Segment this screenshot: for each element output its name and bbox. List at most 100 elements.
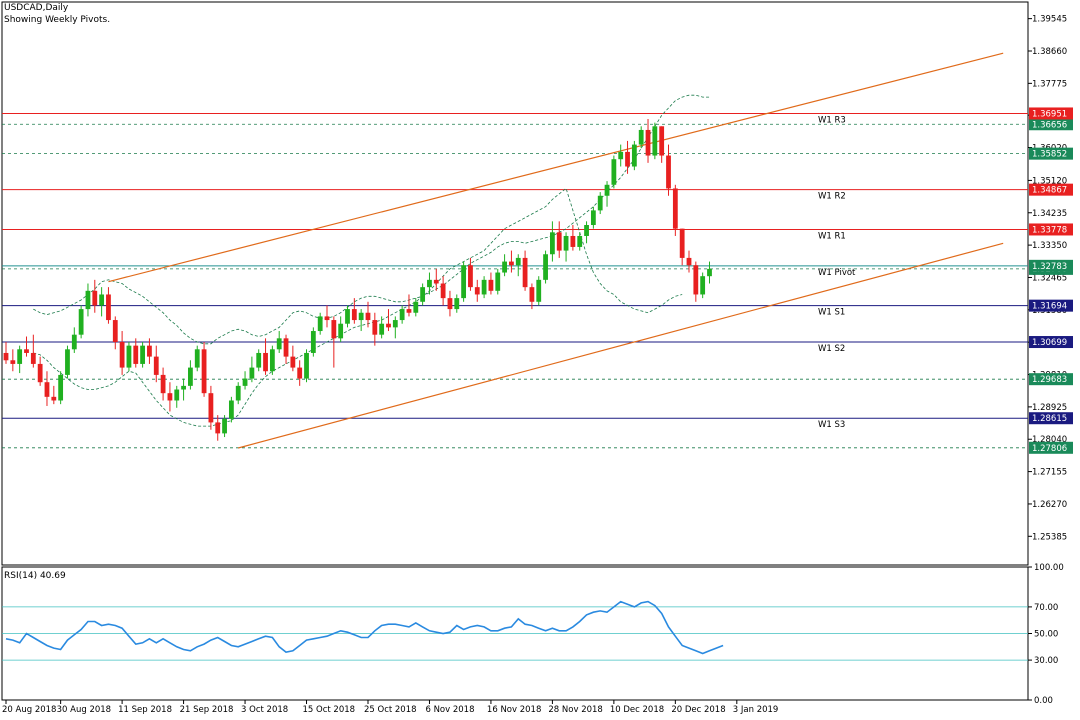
candle-body [126, 345, 132, 368]
price-axis-label: 1.37775 [1032, 79, 1067, 89]
dashed-level-tag-value: 1.29683 [1032, 375, 1067, 385]
candle-body [71, 334, 77, 350]
candle-body [672, 188, 678, 229]
pivot-level-label: W1 S2 [818, 344, 845, 354]
channel-upper-line [108, 52, 1004, 283]
chart-title: USDCAD,Daily [4, 3, 69, 13]
pivot-level-label: W1 Pivot [818, 268, 856, 278]
candle-body [686, 257, 692, 266]
date-axis-label: 21 Sep 2018 [180, 705, 234, 715]
candle-body [256, 352, 262, 368]
candle-body [365, 312, 371, 321]
candle-body [502, 261, 507, 273]
candle-body [611, 159, 617, 185]
candle-body [420, 287, 426, 302]
pivot-level-tag-value: 1.36951 [1032, 109, 1067, 119]
candle-body [106, 294, 111, 321]
candle-body [324, 316, 330, 321]
pivot-level-tag [1029, 336, 1073, 349]
chart-subtitle: Showing Weekly Pivots. [4, 15, 111, 25]
candle-body [666, 155, 671, 189]
candle-body [577, 235, 583, 247]
candle-body [167, 393, 173, 401]
candle-body [65, 349, 70, 375]
candle-body [693, 265, 699, 295]
date-axis-label: 3 Oct 2018 [241, 705, 288, 715]
bollinger-lower-band [33, 187, 683, 427]
date-axis-label: 6 Nov 2018 [425, 705, 474, 715]
candle-body [488, 279, 494, 291]
date-axis-label: 30 Aug 2018 [57, 705, 111, 715]
price-axis-label: 1.39545 [1032, 15, 1067, 25]
candle-body [707, 268, 712, 277]
candle-body [92, 290, 98, 306]
candle-body [44, 382, 50, 397]
pivot-level-tag-value: 1.31694 [1032, 302, 1067, 312]
candle-body [119, 341, 125, 368]
candle-body [10, 360, 16, 364]
dashed-level-tag [1029, 147, 1073, 160]
candle-body [590, 210, 596, 226]
dashed-level-tag [1029, 441, 1073, 454]
candle-body [509, 261, 514, 266]
candle-body [133, 345, 139, 364]
price-axis-label: 1.25385 [1032, 532, 1067, 542]
rsi-axis-label: 30.00 [1034, 656, 1058, 666]
candle-body [454, 298, 460, 310]
price-axis-label: 1.32465 [1032, 273, 1067, 283]
candle-body [140, 345, 145, 364]
candle-body [85, 290, 91, 310]
candle-body [297, 367, 303, 379]
pivot-level-tag [1029, 223, 1073, 236]
pivot-level-tag-value: 1.33778 [1032, 225, 1067, 235]
candle-body [242, 378, 248, 386]
candle-body [481, 279, 487, 295]
candle-body [174, 389, 180, 401]
candle-body [563, 235, 569, 251]
candle-body [51, 396, 57, 401]
candle-body [351, 309, 357, 321]
candle-body [433, 279, 439, 284]
candle-body [263, 352, 268, 372]
candle-body [618, 151, 624, 160]
candle-body [638, 129, 644, 145]
candle-body [331, 320, 337, 339]
candle-body [440, 283, 446, 299]
candle-body [37, 363, 43, 383]
bollinger-upper-band [33, 94, 710, 345]
candle-body [495, 272, 501, 291]
date-axis-label: 25 Oct 2018 [364, 705, 417, 715]
rsi-series-line [5, 600, 724, 655]
pivot-level-tag [1029, 259, 1073, 272]
date-axis-label: 16 Nov 2018 [487, 705, 541, 715]
pivot-level-tag-value: 1.30699 [1032, 338, 1067, 348]
candle-body [543, 254, 548, 280]
candle-body [290, 356, 296, 368]
candle-body [515, 257, 521, 266]
candle-body [372, 320, 378, 335]
candle-body [392, 320, 398, 328]
rsi-axis-label: 100.00 [1034, 563, 1064, 573]
dashed-level-tag-value: 1.36656 [1032, 120, 1067, 130]
price-axis-label: 1.28040 [1032, 435, 1067, 445]
candle-body [201, 349, 207, 394]
candle-body [358, 312, 364, 321]
candle-body [679, 228, 685, 258]
candle-body [447, 298, 453, 310]
pivot-level-label: W1 S3 [818, 420, 845, 430]
dashed-level-tag [1029, 118, 1073, 131]
candle-body [283, 338, 289, 357]
candle-body [188, 367, 193, 386]
rsi-axis-label: 70.00 [1034, 603, 1058, 613]
main-plot-frame [1, 1, 1029, 566]
pivot-level-tag-value: 1.28615 [1032, 414, 1067, 424]
candle-body [474, 287, 480, 295]
candle-body [700, 276, 706, 295]
candle-body [317, 316, 323, 332]
candle-body [147, 345, 152, 357]
pivot-level-tag-value: 1.32783 [1032, 262, 1067, 272]
candle-body [406, 309, 412, 313]
price-axis-label: 1.33350 [1032, 241, 1067, 251]
candle-body [304, 352, 309, 379]
